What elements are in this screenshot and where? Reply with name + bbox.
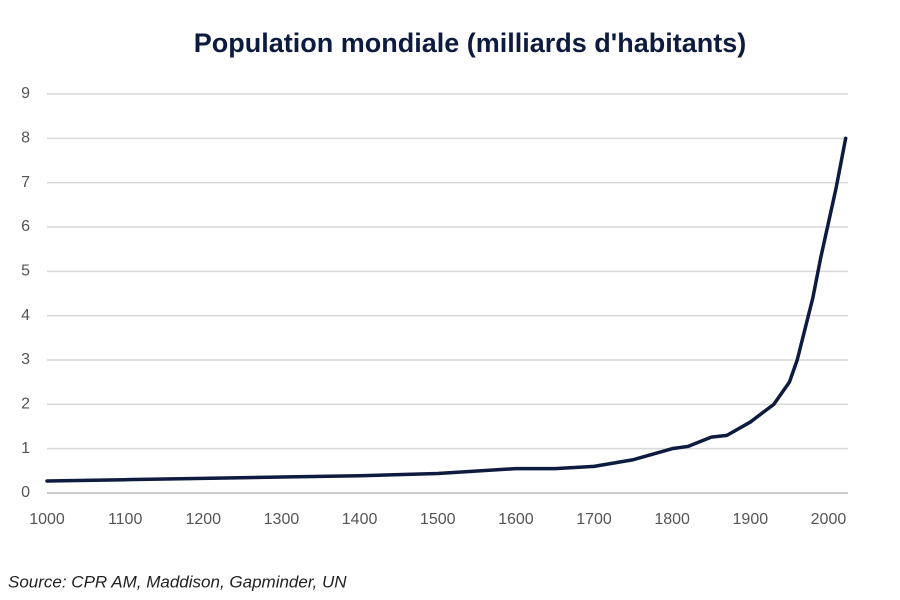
y-tick-label: 3 <box>21 351 30 368</box>
x-tick-label: 1900 <box>733 511 769 528</box>
x-tick-label: 1600 <box>498 511 534 528</box>
x-tick-label: 2000 <box>811 511 847 528</box>
x-tick-label: 1800 <box>654 511 690 528</box>
x-tick-label: 1100 <box>108 511 143 528</box>
y-tick-label: 7 <box>21 174 30 191</box>
source-note: Source: CPR AM, Maddison, Gapminder, UN <box>8 572 347 591</box>
y-tick-label: 5 <box>21 263 30 280</box>
x-tick-label: 1400 <box>342 511 378 528</box>
chart-title: Population mondiale (milliards d'habitan… <box>194 28 746 58</box>
y-tick-label: 2 <box>21 396 30 413</box>
x-tick-label: 1300 <box>264 511 300 528</box>
x-tick-label: 1000 <box>29 511 65 528</box>
x-tick-label: 1700 <box>576 511 612 528</box>
y-tick-label: 8 <box>21 130 30 147</box>
x-tick-label: 1200 <box>185 511 221 528</box>
y-tick-label: 1 <box>21 440 30 457</box>
y-tick-label: 4 <box>21 307 30 324</box>
x-tick-label: 1500 <box>420 511 456 528</box>
y-tick-label: 0 <box>21 484 30 501</box>
data-line <box>45 136 848 483</box>
y-tick-label: 6 <box>21 218 30 235</box>
y-tick-label: 9 <box>21 85 30 102</box>
